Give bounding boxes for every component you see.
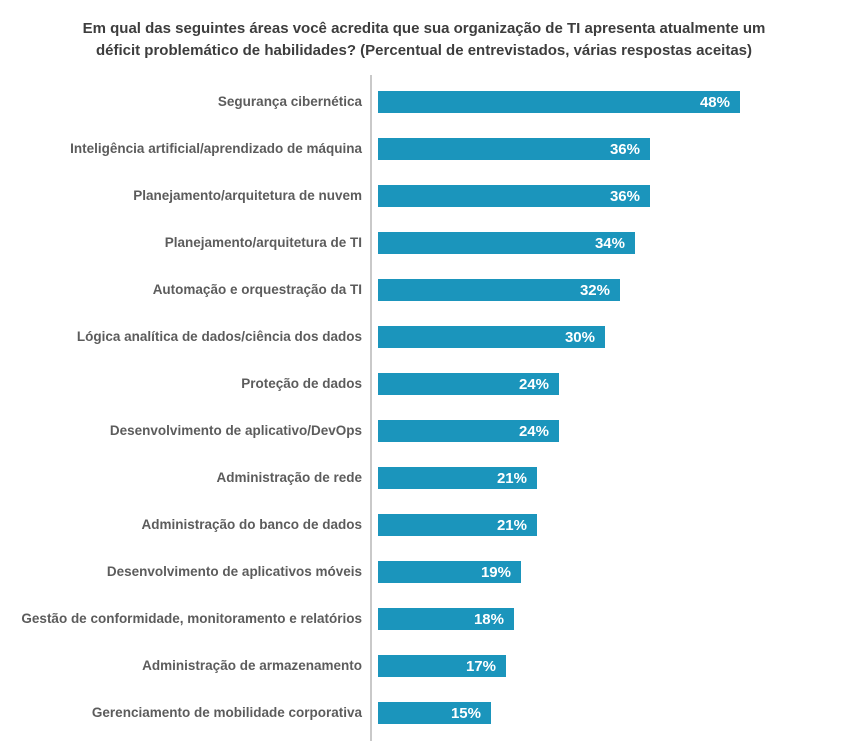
bar-row: Desenvolvimento de aplicativo/DevOps 24% xyxy=(0,408,848,455)
value-label: 36% xyxy=(609,140,640,158)
bar-track: 21% xyxy=(378,514,848,536)
bar: 24% xyxy=(378,420,559,442)
value-label: 15% xyxy=(450,704,481,722)
bar-row: Administração de rede 21% xyxy=(0,455,848,502)
bar-row: Lógica analítica de dados/ciência dos da… xyxy=(0,314,848,361)
category-label: Segurança cibernética xyxy=(217,94,362,110)
category-label: Gestão de conformidade, monitoramento e … xyxy=(21,611,362,627)
bar: 48% xyxy=(378,91,740,113)
bar-row: Segurança cibernética 48% xyxy=(0,79,848,126)
bar: 30% xyxy=(378,326,605,348)
bar: 36% xyxy=(378,138,650,160)
bar-row: Administração do banco de dados 21% xyxy=(0,502,848,549)
value-label: 36% xyxy=(609,187,640,205)
category-label: Administração de rede xyxy=(216,470,362,486)
value-label: 18% xyxy=(473,610,504,628)
bar-track: 24% xyxy=(378,420,848,442)
bar-track: 48% xyxy=(378,91,848,113)
value-label: 19% xyxy=(480,563,511,581)
bar-row: Automação e orquestração da TI 32% xyxy=(0,267,848,314)
bar: 19% xyxy=(378,561,521,583)
bar: 21% xyxy=(378,467,537,489)
bar: 34% xyxy=(378,232,635,254)
category-label: Inteligência artificial/aprendizado de m… xyxy=(70,141,362,157)
value-label: 21% xyxy=(496,516,527,534)
bar-track: 17% xyxy=(378,655,848,677)
bar-row: Planejamento/arquitetura de nuvem 36% xyxy=(0,173,848,220)
value-label: 21% xyxy=(496,469,527,487)
category-label: Lógica analítica de dados/ciência dos da… xyxy=(76,329,362,345)
bar-track: 19% xyxy=(378,561,848,583)
category-label: Administração do banco de dados xyxy=(141,517,362,533)
value-label: 32% xyxy=(579,281,610,299)
bar: 17% xyxy=(378,655,506,677)
bar-track: 24% xyxy=(378,373,848,395)
value-label: 30% xyxy=(564,328,595,346)
value-label: 34% xyxy=(594,234,625,252)
bar-row: Planejamento/arquitetura de TI 34% xyxy=(0,220,848,267)
bar-track: 15% xyxy=(378,702,848,724)
chart-title: Em qual das seguintes áreas você acredit… xyxy=(82,20,766,59)
category-label: Desenvolvimento de aplicativo/DevOps xyxy=(109,423,362,439)
bar: 18% xyxy=(378,608,514,630)
value-label: 24% xyxy=(518,375,549,393)
bar-row: Gerenciamento de mobilidade corporativa 1… xyxy=(0,690,848,737)
bar: 15% xyxy=(378,702,491,724)
bar-track: 30% xyxy=(378,326,848,348)
category-label: Automação e orquestração da TI xyxy=(152,282,362,298)
category-label: Planejamento/arquitetura de TI xyxy=(164,235,362,251)
bar-track: 21% xyxy=(378,467,848,489)
category-label: Proteção de dados xyxy=(241,376,362,392)
bar-track: 34% xyxy=(378,232,848,254)
value-label: 48% xyxy=(699,93,730,111)
bar-row: Administração de armazenamento 17% xyxy=(0,643,848,690)
bar-track: 18% xyxy=(378,608,848,630)
bar: 21% xyxy=(378,514,537,536)
value-label: 17% xyxy=(465,657,496,675)
bar-row: Gestão de conformidade, monitoramento e … xyxy=(0,596,848,643)
bar: 36% xyxy=(378,185,650,207)
category-label: Administração de armazenamento xyxy=(142,658,362,674)
bar: 24% xyxy=(378,373,559,395)
bar-track: 32% xyxy=(378,279,848,301)
bar-track: 36% xyxy=(378,185,848,207)
value-label: 24% xyxy=(518,422,549,440)
y-axis-line xyxy=(370,74,372,741)
category-label: Planejamento/arquitetura de nuvem xyxy=(133,188,362,204)
bar-row: Inteligência artificial/aprendizado de m… xyxy=(0,126,848,173)
category-label: Desenvolvimento de aplicativos móveis xyxy=(106,564,362,580)
bar-row: Desenvolvimento de aplicativos móveis 19% xyxy=(0,549,848,596)
bar-track: 36% xyxy=(378,138,848,160)
bar-row: Proteção de dados 24% xyxy=(0,361,848,408)
category-label: Gerenciamento de mobilidade corporativa xyxy=(91,705,362,721)
bar-chart: Segurança cibernética 48% Inteligência art… xyxy=(0,74,848,741)
bar: 32% xyxy=(378,279,620,301)
